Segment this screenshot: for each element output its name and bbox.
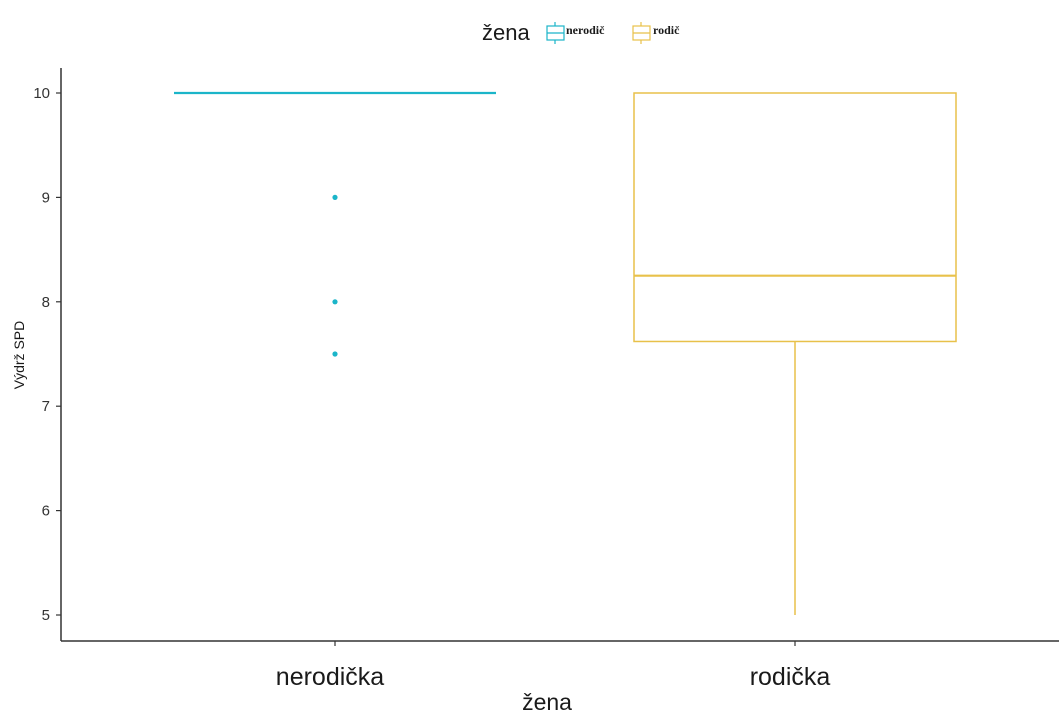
- x-axis-ticks: nerodička rodička: [276, 641, 831, 691]
- outlier-point: [332, 194, 338, 200]
- legend-entry-rodic: rodič: [632, 22, 680, 44]
- y-axis-ticks: 5 6 7 8 9 10: [33, 85, 61, 624]
- legend-key-nerodic: [546, 22, 565, 44]
- y-tick-label: 9: [42, 189, 50, 206]
- legend-key-rodic: [632, 22, 651, 44]
- outlier-point: [332, 299, 338, 305]
- y-tick-label: 5: [42, 607, 50, 624]
- x-tick-label: rodička: [750, 663, 831, 691]
- box-rodic: [633, 92, 957, 615]
- y-tick-label: 6: [42, 503, 50, 520]
- x-axis-title: žena: [522, 689, 572, 713]
- y-tick-label: 10: [33, 85, 50, 102]
- box-nerodic: [174, 91, 496, 357]
- iqr-box: [633, 92, 957, 343]
- y-axis-title: Výdrž SPD: [11, 321, 27, 389]
- x-tick-label: nerodička: [276, 663, 384, 691]
- y-tick-label: 7: [42, 398, 50, 415]
- legend-entry-nerodic: nerodič: [546, 22, 605, 44]
- legend: žena nerodič rodič: [482, 20, 680, 45]
- legend-title: žena: [482, 20, 530, 45]
- legend-label-rodic: rodič: [653, 23, 680, 37]
- legend-label-nerodic: nerodič: [566, 23, 605, 37]
- y-tick-label: 8: [42, 294, 50, 311]
- plot-area: [174, 91, 957, 615]
- outlier-point: [332, 351, 338, 357]
